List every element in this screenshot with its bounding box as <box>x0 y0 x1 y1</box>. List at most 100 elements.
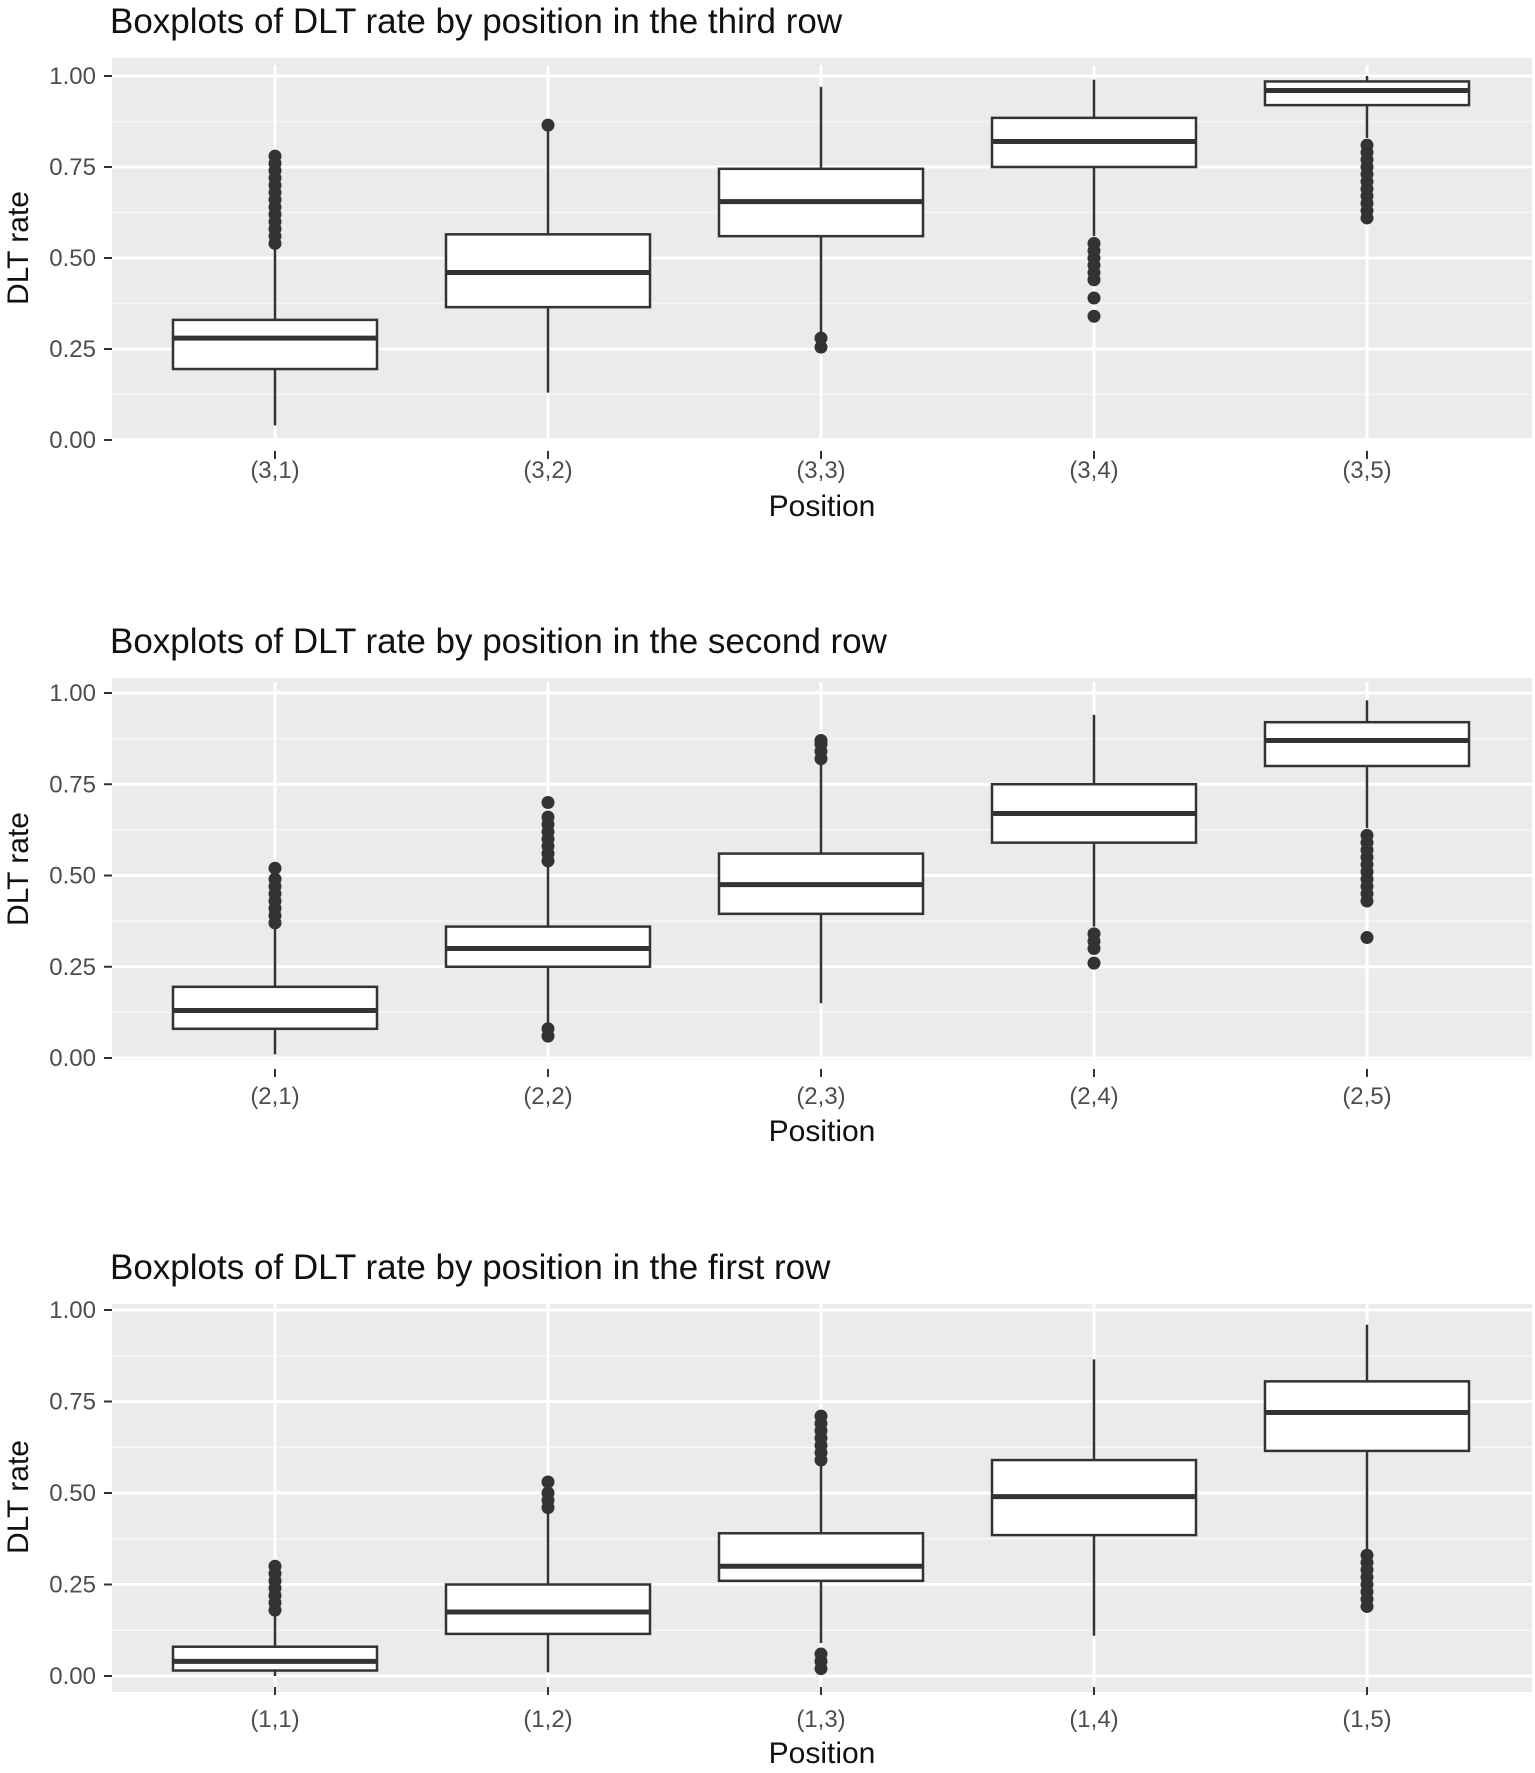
y-tick-label: 0.25 <box>49 336 96 363</box>
x-axis-title: Position <box>769 490 876 523</box>
box-(1,5) <box>1263 1324 1471 1613</box>
outlier-point <box>541 796 555 809</box>
outlier-point <box>814 331 828 345</box>
outlier-point <box>814 733 828 747</box>
box-(3,3) <box>717 86 925 354</box>
outlier-point <box>268 872 282 886</box>
box-(2,1) <box>171 861 379 1055</box>
grid-major <box>112 1299 1532 1687</box>
box-(3,4) <box>990 79 1198 323</box>
y-tick-label: 0.50 <box>49 863 96 890</box>
outlier-point <box>541 1022 555 1036</box>
outlier-point <box>541 1475 555 1489</box>
box-iqr <box>171 985 379 1031</box>
chart-panel-second-row: Boxplots of DLT rate by position in the … <box>2 622 1532 1148</box>
x-tick-label: (3,4) <box>1069 457 1118 484</box>
outlier-point <box>1087 927 1101 941</box>
box-(1,1) <box>171 1559 379 1676</box>
x-tick-label: (2,5) <box>1342 1083 1391 1110</box>
chart-title: Boxplots of DLT rate by position in the … <box>110 1248 831 1287</box>
y-tick-label: 0.50 <box>49 245 96 272</box>
box-(1,2) <box>444 1475 652 1673</box>
y-tick-label: 0.25 <box>49 954 96 981</box>
outlier-point <box>268 149 282 163</box>
box-(2,5) <box>1263 700 1471 945</box>
box-iqr <box>1263 1380 1471 1453</box>
x-tick-label: (2,2) <box>523 1083 572 1110</box>
outlier-point <box>268 1559 282 1573</box>
y-tick-label: 0.00 <box>49 427 96 454</box>
y-axis: 0.00 0.25 0.50 0.75 1.00 <box>49 1297 112 1690</box>
outlier-point <box>1360 138 1374 152</box>
boxplot-marks <box>171 76 1471 426</box>
box-iqr <box>717 1532 925 1583</box>
box-(2,4) <box>990 714 1198 970</box>
y-tick-label: 0.75 <box>49 154 96 181</box>
x-axis: (2,1) (2,2) (2,3) (2,4) (2,5) <box>250 1068 1392 1110</box>
box-(2,3) <box>717 733 925 1004</box>
y-tick-label: 0.00 <box>49 1663 96 1690</box>
box-(1,3) <box>717 1409 925 1676</box>
y-tick-label: 1.00 <box>49 63 96 90</box>
x-tick-label: (2,3) <box>796 1083 845 1110</box>
x-tick-label: (3,2) <box>523 457 572 484</box>
outlier-point <box>814 1647 828 1661</box>
outlier-point <box>1360 1548 1374 1562</box>
box-iqr <box>444 1583 652 1636</box>
boxplot-marks <box>171 700 1471 1055</box>
y-tick-label: 0.25 <box>49 1572 96 1599</box>
chart-panel-first-row: Boxplots of DLT rate by position in the … <box>2 1248 1532 1770</box>
x-tick-label: (2,4) <box>1069 1083 1118 1110</box>
outlier-point <box>1087 236 1101 250</box>
x-tick-label: (3,1) <box>250 457 299 484</box>
y-axis-title: DLT rate <box>2 191 35 305</box>
outlier-point <box>1087 956 1101 970</box>
box-iqr <box>1263 80 1471 107</box>
outlier-point <box>541 118 555 132</box>
chart-title: Boxplots of DLT rate by position in the … <box>110 622 888 661</box>
box-iqr <box>171 1645 379 1672</box>
outlier-point <box>1360 828 1374 842</box>
x-axis: (3,1) (3,2) (3,3) (3,4) (3,5) <box>250 450 1392 484</box>
y-axis-title: DLT rate <box>2 812 35 926</box>
y-tick-label: 0.50 <box>49 1480 96 1507</box>
y-tick-label: 1.00 <box>49 680 96 707</box>
x-axis-title: Position <box>769 1115 876 1148</box>
y-tick-label: 1.00 <box>49 1297 96 1324</box>
outlier-point <box>814 340 828 354</box>
y-tick-label: 0.00 <box>49 1045 96 1072</box>
y-axis-title: DLT rate <box>2 1440 35 1554</box>
outlier-point <box>1360 931 1374 945</box>
y-axis: 0.00 0.25 0.50 0.75 1.00 <box>49 63 112 454</box>
outlier-point <box>541 810 555 824</box>
box-(3,1) <box>171 149 379 426</box>
x-tick-label: (1,4) <box>1069 1706 1118 1733</box>
x-tick-label: (1,3) <box>796 1706 845 1733</box>
y-axis: 0.00 0.25 0.50 0.75 1.00 <box>49 680 112 1072</box>
x-axis-title: Position <box>769 1737 876 1770</box>
y-tick-label: 0.75 <box>49 1389 96 1416</box>
box-iqr <box>1263 720 1471 768</box>
outlier-point <box>814 1409 828 1423</box>
x-tick-label: (1,1) <box>250 1706 299 1733</box>
outlier-point <box>268 861 282 875</box>
x-tick-label: (2,1) <box>250 1083 299 1110</box>
x-axis: (1,1) (1,2) (1,3) (1,4) (1,5) <box>250 1686 1392 1733</box>
x-tick-label: (1,5) <box>1342 1706 1391 1733</box>
x-tick-label: (3,3) <box>796 457 845 484</box>
box-(2,2) <box>444 796 652 1043</box>
chart-panel-third-row: Boxplots of DLT rate by position in the … <box>2 2 1532 523</box>
outlier-point <box>1087 291 1101 305</box>
x-tick-label: (1,2) <box>523 1706 572 1733</box>
box-(3,5) <box>1263 76 1471 225</box>
y-tick-label: 0.75 <box>49 771 96 798</box>
chart-title: Boxplots of DLT rate by position in the … <box>110 2 843 41</box>
box-(1,4) <box>990 1359 1198 1636</box>
box-(3,2) <box>444 118 652 393</box>
outlier-point <box>1087 309 1101 323</box>
x-tick-label: (3,5) <box>1342 457 1391 484</box>
box-iqr <box>171 318 379 371</box>
boxplot-marks <box>171 1324 1471 1676</box>
outlier-point <box>541 1486 555 1500</box>
